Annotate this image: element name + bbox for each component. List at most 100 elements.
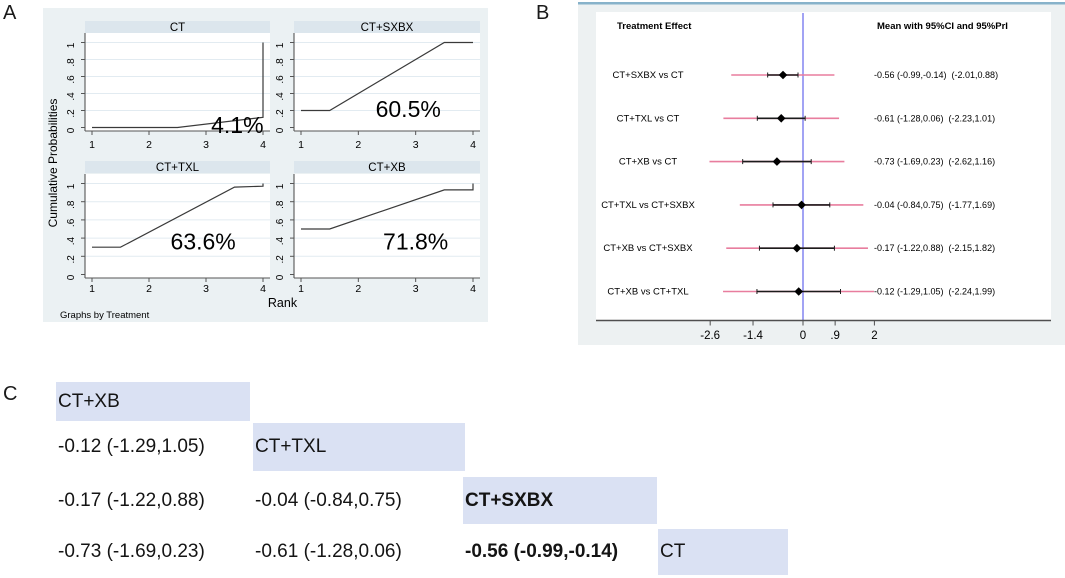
forest-row: CT+XB vs CT+TXL -0.12 (-1.29,1.05) (-2.24… [607, 287, 995, 298]
subplot-CT: CT 0 .2 .4 .6 .8 1 1 2 3 44.1% [66, 21, 270, 151]
forest-plot-area [596, 12, 1051, 321]
x-tick-label: -2.6 [700, 330, 720, 342]
y-tick-label: .6 [66, 218, 77, 227]
subplot-title-bar [294, 161, 480, 173]
comparison-estimate-cell: -0.12 (-1.29,1.05) [58, 436, 205, 457]
panel-b-label: B [536, 2, 550, 24]
treatment-name-cell: CT+SXBX [463, 477, 657, 524]
y-tick-label: .6 [66, 75, 77, 84]
subplot-CT+SXBX: CT+SXBX 0 .2 .4 .6 .8 1 1 2 3 4 60.5% [275, 21, 480, 151]
comparison-estimate-cell: -0.17 (-1.22,0.88) [58, 490, 205, 511]
x-tick-label: 3 [413, 139, 419, 151]
x-tick-label: 1 [89, 283, 95, 295]
x-tick-label: 2 [146, 139, 152, 151]
x-tick-label: 1 [298, 139, 304, 151]
x-tick-label: 4 [260, 283, 266, 295]
y-tick-label: .4 [66, 92, 77, 101]
x-tick-label: 4 [470, 283, 476, 295]
y-tick-label: 0 [66, 127, 77, 133]
forest-row: CT+XB vs CT -0.73 (-1.69,0.23) (-2.62,1.1… [619, 157, 995, 168]
x-tick-label: 1 [298, 283, 304, 295]
y-tick-label: .2 [66, 109, 77, 118]
estimate-value-text: -0.04 (-0.84,0.75) (-1.77,1.69) [874, 200, 995, 210]
mean-diamond [794, 287, 804, 296]
subplot-title-bar [85, 21, 270, 33]
y-tick-label: .4 [66, 236, 77, 245]
forest-row: CT+TXL vs CT -0.61 (-1.28,0.06) (-2.23,1.… [617, 113, 995, 124]
panel-a-label: A [3, 2, 17, 24]
column-header-mean-ci-pri: Mean with 95%CI and 95%PrI [877, 21, 1008, 32]
y-tick-label: 1 [275, 183, 286, 189]
y-tick-label: 0 [66, 274, 77, 280]
forest-row: CT+SXBX vs CT -0.56 (-0.99,-0.14) (-2.01,… [613, 70, 999, 81]
x-tick-label: 4 [470, 139, 476, 151]
mean-diamond [772, 157, 782, 166]
x-tick-label: 2 [355, 283, 361, 295]
y-tick-label: 0 [275, 274, 286, 280]
y-tick-label: .2 [275, 109, 286, 118]
x-tick-label: 3 [203, 283, 209, 295]
x-tick-label: 4 [260, 139, 266, 151]
subplot-title: CT+SXBX [361, 22, 414, 34]
comparison-estimate-cell: -0.61 (-1.28,0.06) [255, 541, 402, 562]
subplot-title-bar [85, 161, 270, 173]
comparison-label: CT+SXBX vs CT [613, 70, 684, 81]
y-tick-label: .4 [275, 236, 286, 245]
y-tick-label: 1 [275, 42, 286, 48]
y-tick-label: .4 [275, 92, 286, 101]
y-tick-label: 0 [275, 127, 286, 133]
mean-diamond [776, 114, 786, 123]
y-tick-label: 1 [66, 183, 77, 189]
y-tick-label: .6 [275, 218, 286, 227]
mean-diamond [792, 243, 802, 253]
forest-row: CT+TXL vs CT+SXBX -0.04 (-0.84,0.75) (-1.… [601, 200, 995, 211]
panel-b-forest-plot: Treatment Effect Mean with 95%CI and 95%P… [578, 2, 1065, 345]
subplot-CT+TXL: CT+TXL 0 .2 .4 .6 .8 1 1 2 3 4 63.6% [66, 161, 270, 295]
x-tick-label: 1 [89, 139, 95, 151]
x-tick-label: 3 [413, 283, 419, 295]
y-tick-label: .2 [66, 255, 77, 264]
comparison-label: CT+TXL vs CT [617, 113, 680, 124]
plot-area [294, 33, 480, 131]
subplot-title: CT+XB [368, 162, 406, 174]
sucra-percent-label: 71.8% [383, 229, 448, 255]
treatment-name-cell: CT [658, 529, 788, 575]
panel-b-top-rule [578, 2, 1065, 5]
cumulative-probability-line [301, 183, 474, 230]
treatment-name-cell: CT+XB [56, 382, 250, 421]
comparison-estimate-cell: -0.73 (-1.69,0.23) [58, 541, 205, 562]
subplot-CT+XB: CT+XB 0 .2 .4 .6 .8 1 1 2 3 4 71.8% [275, 161, 480, 295]
comparison-label: CT+XB vs CT+SXBX [603, 243, 693, 254]
comparison-label: CT+TXL vs CT+SXBX [601, 200, 695, 211]
x-tick-label: .9 [830, 330, 840, 342]
sucra-percent-label: 63.6% [171, 229, 236, 255]
y-tick-label: .8 [66, 200, 77, 209]
comparison-estimate-cell: -0.56 (-0.99,-0.14) [465, 541, 619, 562]
panel-a-footnote: Graphs by Treatment [60, 310, 150, 321]
x-tick-label: -1.4 [743, 330, 763, 342]
subplot-title-bar [294, 21, 480, 33]
sucra-percent-label: 4.1% [211, 112, 263, 138]
plot-area [85, 33, 270, 131]
sucra-percent-label: 60.5% [376, 96, 441, 122]
panel-c-label: C [3, 383, 18, 405]
plot-area [294, 174, 480, 278]
comparison-estimate-cell: -0.04 (-0.84,0.75) [255, 490, 402, 511]
cumulative-probability-line [92, 42, 264, 129]
estimate-value-text: -0.61 (-1.28,0.06) (-2.23,1.01) [874, 113, 995, 123]
comparison-label: CT+XB vs CT+TXL [607, 287, 688, 298]
mean-diamond [797, 200, 806, 210]
comparison-label: CT+XB vs CT [619, 157, 678, 168]
x-tick-label: 2 [871, 330, 877, 342]
y-axis-title: Cumulative Probabilities [46, 99, 60, 228]
cumulative-probability-line [92, 183, 264, 248]
estimate-value-text: -0.56 (-0.99,-0.14) (-2.01,0.88) [874, 70, 998, 80]
y-tick-label: 1 [66, 42, 77, 48]
y-tick-label: .6 [275, 75, 286, 84]
treatment-name-cell: CT+TXL [253, 423, 465, 471]
y-tick-label: .8 [275, 58, 286, 67]
y-tick-label: .8 [66, 58, 77, 67]
x-tick-label: 2 [146, 283, 152, 295]
